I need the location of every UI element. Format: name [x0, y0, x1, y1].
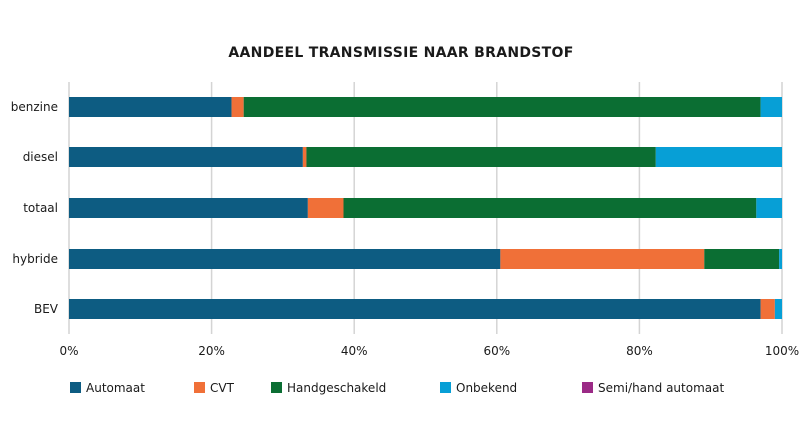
legend-item: Handgeschakeld: [271, 381, 386, 395]
bar-segment: [760, 299, 775, 319]
bar-segment: [69, 249, 501, 269]
category-label: totaal: [23, 201, 58, 215]
bar-segment: [243, 97, 761, 117]
legend-label: Automaat: [86, 381, 145, 395]
category-label: BEV: [34, 302, 59, 316]
x-tick-labels: 0% 20% 40% 60% 80% 100%: [59, 344, 799, 358]
bar-segment: [756, 198, 782, 218]
x-tick-label: 0%: [59, 344, 78, 358]
legend-swatch: [70, 382, 81, 393]
legend-swatch: [440, 382, 451, 393]
legend: Automaat CVT Handgeschakeld Onbekend Semi/ha…: [70, 381, 724, 395]
legend-label: Semi/hand automaat: [598, 381, 724, 395]
bar-segment: [774, 299, 782, 319]
bar-segment: [343, 198, 757, 218]
bar-segment: [69, 299, 761, 319]
legend-label: Onbekend: [456, 381, 517, 395]
x-tick-label: 60%: [483, 344, 510, 358]
bar-segment: [69, 198, 308, 218]
bar-segment: [500, 249, 705, 269]
legend-item: Onbekend: [440, 381, 517, 395]
legend-item: CVT: [194, 381, 235, 395]
legend-label: CVT: [210, 381, 235, 395]
chart-title: AANDEEL TRANSMISSIE NAAR BRANDSTOF: [228, 45, 573, 61]
category-label: benzine: [11, 100, 58, 114]
legend-swatch: [582, 382, 593, 393]
x-tick-label: 100%: [765, 344, 799, 358]
legend-label: Handgeschakeld: [287, 381, 386, 395]
legend-item: Automaat: [70, 381, 145, 395]
bar-segment: [306, 147, 656, 167]
bar-segment: [69, 147, 303, 167]
category-labels: benzine diesel totaal hybride BEV: [11, 100, 59, 316]
legend-swatch: [194, 382, 205, 393]
category-label: hybride: [12, 252, 58, 266]
legend-item: Semi/hand automaat: [582, 381, 724, 395]
category-label: diesel: [23, 150, 58, 164]
bar-segment: [704, 249, 780, 269]
x-tick-label: 20%: [198, 344, 225, 358]
x-tick-label: 40%: [341, 344, 368, 358]
bar-segment: [779, 249, 782, 269]
bar-segment: [231, 97, 244, 117]
x-tick-label: 80%: [626, 344, 653, 358]
bar-segment: [69, 97, 232, 117]
bars: [69, 97, 782, 319]
bar-segment: [760, 97, 782, 117]
bar-segment: [302, 147, 307, 167]
bar-segment: [307, 198, 344, 218]
bar-segment: [655, 147, 782, 167]
legend-swatch: [271, 382, 282, 393]
